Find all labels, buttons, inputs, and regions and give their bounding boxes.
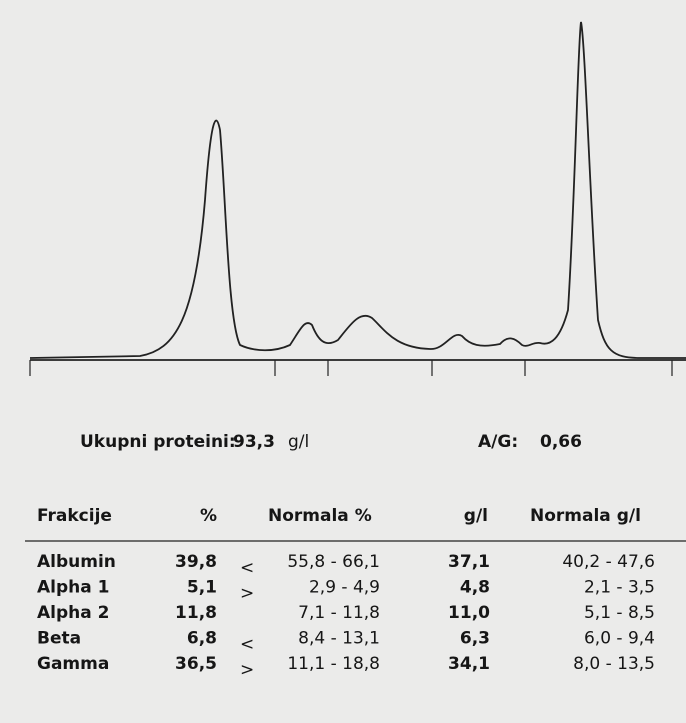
fraction-ticks <box>29 360 673 376</box>
cell-percent: 11,8 <box>175 603 217 623</box>
column-header: Normala % <box>268 506 372 526</box>
cell-normal-percent: 55,8 - 66,1 <box>287 552 380 572</box>
cell-gl: 6,3 <box>460 629 490 649</box>
cell-name: Albumin <box>37 552 116 572</box>
cell-percent: 39,8 <box>175 552 217 572</box>
cell-normal-gl: 2,1 - 3,5 <box>584 578 655 598</box>
total-label: Ukupni proteini: <box>80 432 236 452</box>
cell-normal-percent: 11,1 - 18,8 <box>287 654 380 674</box>
cell-normal-percent: 2,9 - 4,9 <box>309 578 380 598</box>
cell-name: Beta <box>37 629 81 649</box>
column-header: Normala g/l <box>530 506 641 526</box>
cell-normal-percent: 7,1 - 11,8 <box>298 603 380 623</box>
cell-gl: 34,1 <box>448 654 490 674</box>
column-header: % <box>200 506 217 526</box>
cell-gl: 11,0 <box>448 603 490 623</box>
cell-normal-percent: 8,4 - 13,1 <box>298 629 380 649</box>
cell-percent: 5,1 <box>187 578 217 598</box>
cell-flag: < <box>240 558 254 578</box>
cell-name: Alpha 2 <box>37 603 109 623</box>
total-unit: g/l <box>288 432 309 452</box>
cell-flag: < <box>240 635 254 655</box>
ag-label: A/G: <box>478 432 518 452</box>
cell-normal-gl: 8,0 - 13,5 <box>573 654 655 674</box>
cell-flag: > <box>240 584 254 604</box>
cell-percent: 6,8 <box>187 629 217 649</box>
trace <box>29 21 686 359</box>
cell-gl: 37,1 <box>448 552 490 572</box>
cell-name: Alpha 1 <box>37 578 109 598</box>
cell-gl: 4,8 <box>460 578 490 598</box>
column-header: g/l <box>464 506 488 526</box>
cell-flag: > <box>240 660 254 680</box>
cell-percent: 36,5 <box>175 654 217 674</box>
cell-normal-gl: 5,1 - 8,5 <box>584 603 655 623</box>
cell-name: Gamma <box>37 654 109 674</box>
cell-normal-gl: 6,0 - 9,4 <box>584 629 655 649</box>
cell-normal-gl: 40,2 - 47,6 <box>562 552 655 572</box>
total-value: 93,3 <box>233 432 275 452</box>
ag-value: 0,66 <box>540 432 582 452</box>
column-header: Frakcije <box>37 506 112 526</box>
densitogram <box>29 21 686 376</box>
